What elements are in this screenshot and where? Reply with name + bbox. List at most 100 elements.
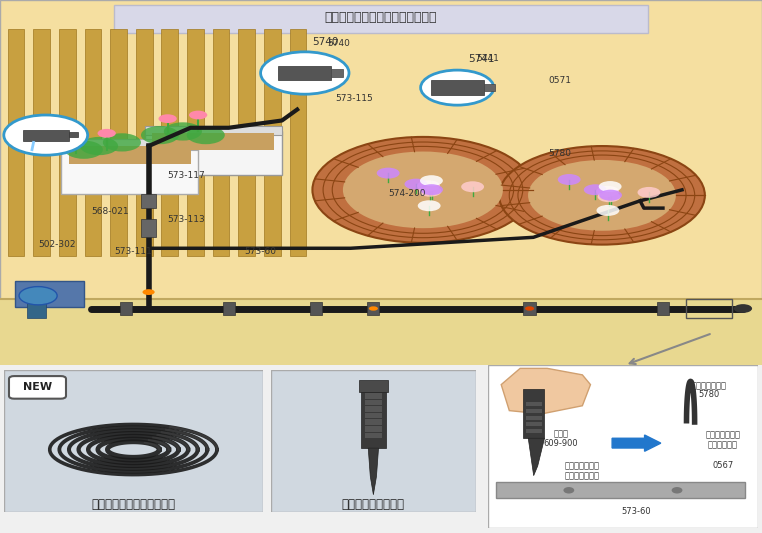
Circle shape xyxy=(528,160,676,231)
Bar xyxy=(365,426,382,432)
Bar xyxy=(526,416,542,419)
Circle shape xyxy=(597,191,620,202)
Bar xyxy=(27,303,46,318)
Circle shape xyxy=(525,306,534,311)
Circle shape xyxy=(734,304,752,313)
Circle shape xyxy=(420,184,443,195)
Bar xyxy=(686,300,732,318)
Text: 573-60: 573-60 xyxy=(244,247,276,256)
Text: 573-111: 573-111 xyxy=(114,247,152,256)
Bar xyxy=(223,302,235,314)
Circle shape xyxy=(420,175,443,186)
Text: 573-117: 573-117 xyxy=(168,171,206,180)
Bar xyxy=(484,84,495,91)
Bar xyxy=(365,406,382,412)
Circle shape xyxy=(499,146,705,245)
Bar xyxy=(152,133,274,150)
Text: 609-900: 609-900 xyxy=(543,439,578,448)
Text: 5741: 5741 xyxy=(469,54,495,64)
Text: 573-113: 573-113 xyxy=(168,215,206,223)
Text: 0571: 0571 xyxy=(549,76,572,85)
Circle shape xyxy=(596,186,619,197)
Circle shape xyxy=(376,168,399,179)
Circle shape xyxy=(461,181,484,192)
Bar xyxy=(365,419,382,425)
Circle shape xyxy=(65,141,103,159)
Circle shape xyxy=(67,133,85,141)
Circle shape xyxy=(19,287,57,305)
Bar xyxy=(431,80,484,95)
Bar xyxy=(120,302,132,314)
Circle shape xyxy=(405,179,427,190)
Circle shape xyxy=(98,129,116,138)
Circle shape xyxy=(80,137,118,155)
Text: パンチ: パンチ xyxy=(553,429,568,438)
Circle shape xyxy=(261,52,349,94)
Bar xyxy=(69,132,78,138)
Text: パイプホールパンチ: パイプホールパンチ xyxy=(342,498,405,511)
Polygon shape xyxy=(368,448,379,495)
Text: 穴をあけます。: 穴をあけます。 xyxy=(565,471,600,480)
Bar xyxy=(187,29,203,255)
Bar xyxy=(526,429,542,433)
Bar xyxy=(278,66,331,80)
Circle shape xyxy=(312,137,533,243)
Bar xyxy=(365,433,382,438)
Text: ウォータースプレイパイプ: ウォータースプレイパイプ xyxy=(91,498,175,511)
Text: 5780: 5780 xyxy=(549,149,572,158)
Bar xyxy=(23,130,69,141)
Bar xyxy=(85,29,101,255)
Text: 573-115: 573-115 xyxy=(335,94,373,103)
Circle shape xyxy=(187,126,225,144)
Circle shape xyxy=(638,187,661,198)
Circle shape xyxy=(417,180,440,191)
Circle shape xyxy=(142,289,155,295)
Bar xyxy=(526,423,542,426)
Bar xyxy=(526,409,542,413)
Bar xyxy=(145,132,282,175)
FancyBboxPatch shape xyxy=(9,376,66,399)
Bar xyxy=(526,402,542,406)
Bar xyxy=(239,29,255,255)
Circle shape xyxy=(343,151,503,228)
Text: 502-302: 502-302 xyxy=(38,240,75,249)
Bar xyxy=(657,302,669,314)
Text: お好みの場所に: お好みの場所に xyxy=(565,462,600,471)
Bar xyxy=(59,29,75,255)
Text: ウォータースプレイパイブ使用例: ウォータースプレイパイブ使用例 xyxy=(325,11,437,24)
Polygon shape xyxy=(501,368,591,414)
Text: ホースをつなぎ: ホースをつなぎ xyxy=(706,431,741,440)
Bar xyxy=(365,393,382,399)
Bar xyxy=(136,29,152,255)
Text: NEW: NEW xyxy=(23,382,52,392)
Text: 568-021: 568-021 xyxy=(91,207,129,216)
Bar xyxy=(141,193,156,208)
Bar xyxy=(61,146,198,193)
Bar xyxy=(145,126,282,135)
Bar xyxy=(361,387,386,448)
Bar xyxy=(69,146,190,164)
Text: マカロニホース: マカロニホース xyxy=(692,382,727,391)
Bar xyxy=(290,29,306,255)
Text: 分水します。: 分水します。 xyxy=(708,440,738,449)
Circle shape xyxy=(421,70,494,105)
Bar xyxy=(264,29,280,255)
Bar xyxy=(367,302,379,314)
Bar xyxy=(114,5,648,33)
Bar xyxy=(110,29,127,255)
Bar xyxy=(141,219,156,237)
Text: 5740: 5740 xyxy=(312,37,339,47)
Bar xyxy=(61,139,198,150)
Circle shape xyxy=(599,181,622,192)
Bar xyxy=(365,400,382,405)
Circle shape xyxy=(158,114,177,123)
Bar xyxy=(213,29,229,255)
Circle shape xyxy=(164,122,202,141)
Bar xyxy=(8,29,24,255)
Circle shape xyxy=(189,111,207,119)
Circle shape xyxy=(4,115,88,155)
Circle shape xyxy=(597,205,620,216)
Text: 0567: 0567 xyxy=(712,462,734,471)
Circle shape xyxy=(103,133,141,151)
Text: 5780: 5780 xyxy=(699,390,720,399)
